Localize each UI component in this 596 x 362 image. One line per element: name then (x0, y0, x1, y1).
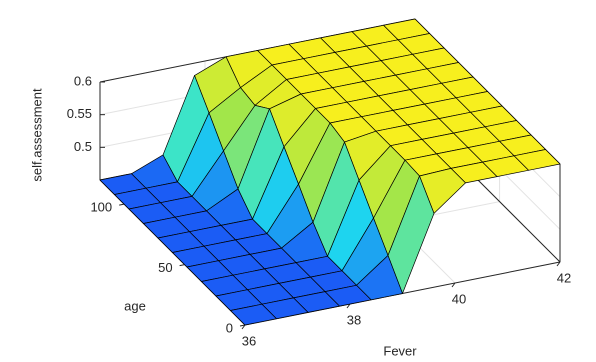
y-tick-label: 50 (158, 260, 172, 275)
y-tick-label: 100 (90, 200, 112, 215)
surface-face (230, 303, 277, 326)
x-tick (241, 324, 246, 330)
z-tick-label: 0.6 (74, 73, 92, 88)
axis-labels: Fever age self.assessment (29, 88, 417, 358)
x-tick-label: 36 (242, 333, 256, 348)
x-tick-label: 40 (452, 291, 466, 306)
x-axis-label: Fever (383, 343, 417, 358)
x-tick-label: 42 (557, 270, 571, 285)
y-tick-label: 0 (226, 320, 233, 335)
y-tick (119, 203, 125, 206)
y-tick (179, 264, 185, 267)
surface (99, 18, 561, 326)
x-tick (346, 303, 351, 309)
x-tick-label: 38 (347, 312, 361, 327)
z-tick-label: 0.5 (74, 139, 92, 154)
x-tick (556, 261, 561, 267)
x-tick (451, 282, 456, 288)
y-axis-label: age (124, 298, 146, 313)
z-axis-label: self.assessment (29, 88, 44, 182)
z-tick-label: 0.55 (67, 106, 92, 121)
y-tick (239, 324, 246, 327)
